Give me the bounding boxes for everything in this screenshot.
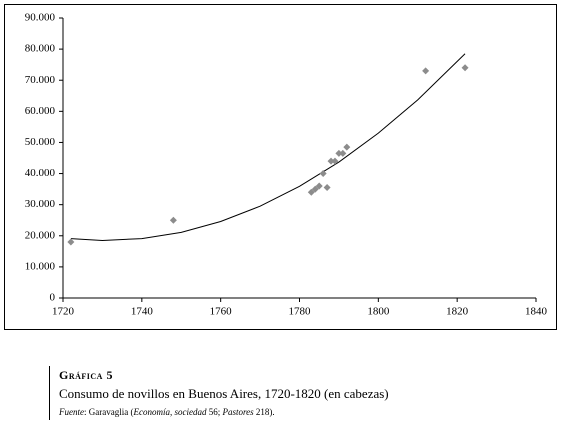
x-tick-label: 1820 — [446, 306, 469, 318]
scatter-point — [319, 170, 327, 178]
y-tick-label: 30.000 — [25, 198, 56, 210]
scatter-point — [307, 188, 315, 196]
source-text: : Garavaglia ( — [84, 407, 134, 417]
y-tick-label: 80.000 — [25, 43, 56, 55]
scatter-point — [335, 149, 343, 157]
scatter-point — [422, 67, 430, 75]
scatter-point — [315, 182, 323, 190]
scatter-point — [169, 216, 177, 224]
y-tick-label: 40.000 — [25, 167, 56, 179]
scatter-point — [343, 143, 351, 151]
caption-label: Gráfica 5 — [59, 368, 113, 382]
x-tick-label: 1720 — [52, 306, 75, 318]
y-tick-label: 10.000 — [25, 260, 56, 272]
scatter-point — [327, 157, 335, 165]
chart: 0 10.000 20.000 30.000 40.000 50.000 60.000 70.… — [4, 4, 557, 330]
caption-title: Consumo de novillos en Buenos Aires, 172… — [59, 386, 389, 401]
scatter-point — [461, 64, 469, 72]
y-tick-label: 20.000 — [25, 229, 56, 241]
y-tick-label: 90.000 — [25, 12, 56, 24]
source-text: Fuente — [59, 407, 84, 417]
source-text: 218). — [253, 407, 275, 417]
y-tick-label: 70.000 — [25, 74, 56, 86]
source-text: Pastores — [222, 407, 254, 417]
chart-frame — [4, 4, 557, 330]
caption-source: Fuente: Garavaglia (Economía, sociedad 5… — [59, 404, 389, 420]
x-tick-label: 1760 — [210, 306, 233, 318]
source-text: Economía, sociedad — [133, 407, 207, 417]
caption: Gráfica 5 Consumo de novillos en Buenos … — [49, 366, 389, 420]
x-tick-label: 1740 — [131, 306, 154, 318]
scatter-point — [323, 184, 331, 192]
y-tick-label: 0 — [50, 292, 56, 304]
source-text: 56; — [206, 407, 223, 417]
scatter-point — [339, 149, 347, 157]
x-tick-label: 1780 — [289, 306, 312, 318]
x-tick-label: 1800 — [367, 306, 390, 318]
y-tick-label: 50.000 — [25, 136, 56, 148]
scatter-point — [331, 157, 339, 165]
trend-line — [70, 53, 466, 241]
scatter-point — [67, 238, 75, 246]
scatter-point — [311, 185, 319, 193]
x-tick-label: 1840 — [525, 306, 548, 318]
y-tick-label: 60.000 — [25, 105, 56, 117]
